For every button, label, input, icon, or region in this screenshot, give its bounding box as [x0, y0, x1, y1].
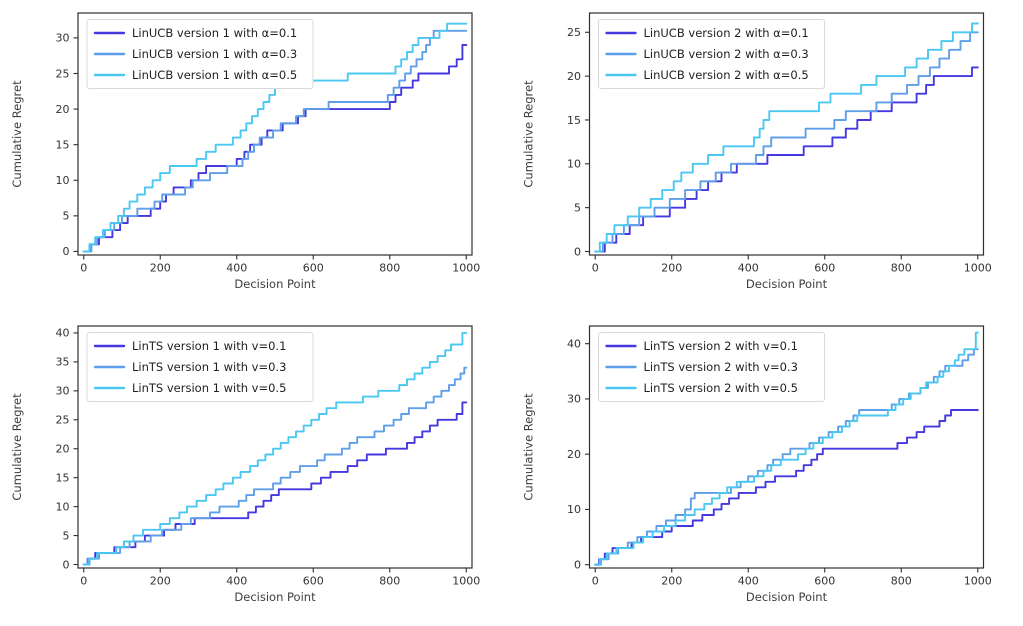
legend-entry-label: LinTS version 1 with v=0.3: [132, 360, 286, 374]
y-tick-label: 20: [567, 448, 581, 461]
legend-box: [598, 332, 825, 402]
y-tick-label: 15: [567, 114, 581, 127]
x-tick-label: 600: [814, 262, 835, 275]
y-tick-label: 0: [574, 558, 581, 571]
x-tick-label: 800: [891, 575, 912, 588]
subplot-linucb-version-2: 0 200 400 600 800 1000 0 5 10 15 20 25 Decision Poin…: [522, 12, 992, 291]
y-tick-label: 40: [56, 327, 70, 340]
y-tick-label: 5: [574, 201, 581, 214]
y-tick-label: 20: [56, 103, 70, 116]
series-line-lints-v1-2: [82, 331, 468, 566]
series-line-linucb-v2-1: [594, 31, 979, 253]
x-tick-label: 400: [226, 575, 247, 588]
x-axis-label: Decision Point: [746, 590, 828, 604]
x-axis-label: Decision Point: [234, 590, 316, 604]
x-tick-label: 200: [150, 262, 171, 275]
axes-spines: [588, 325, 985, 569]
axes-spines: [588, 12, 985, 256]
y-tick-label: 5: [63, 529, 70, 542]
y-tick-label: 10: [567, 158, 581, 171]
series-line-lints-v1-0: [82, 401, 468, 566]
x-tick-label: 1000: [452, 262, 480, 275]
series-line-linucb-v1-1: [82, 29, 468, 253]
y-tick-label: 30: [567, 393, 581, 406]
series-line-linucb-v2-2: [594, 22, 979, 253]
x-tick-label: 1000: [964, 262, 992, 275]
x-tick-label: 800: [379, 575, 400, 588]
legend-box: [86, 332, 314, 402]
x-tick-label: 200: [661, 262, 682, 275]
y-axis-label: Cumulative Regret: [10, 80, 24, 188]
x-tick-label: 200: [661, 575, 682, 588]
legend: LinTS version 1 with v=0.1 LinTS version …: [86, 332, 314, 402]
y-tick-label: 10: [56, 500, 70, 513]
x-tick-label: 0: [592, 262, 599, 275]
x-tick-label: 400: [738, 262, 759, 275]
series-line-linucb-v2-0: [594, 66, 979, 253]
legend-entry-label: LinUCB version 1 with α=0.5: [132, 68, 297, 82]
legend-entry-label: LinUCB version 1 with α=0.3: [132, 47, 297, 61]
x-tick-label: 400: [226, 262, 247, 275]
y-tick-label: 25: [56, 67, 70, 80]
legend-entry-label: LinUCB version 2 with α=0.5: [644, 68, 809, 82]
y-axis-label: Cumulative Regret: [522, 80, 536, 188]
subplot-lints-version-1: 0 200 400 600 800 1000 0 5 10 15 20 25 30 35 40 Decisio…: [10, 325, 480, 604]
legend-entry-label: LinTS version 2 with v=0.5: [644, 381, 798, 395]
y-tick-label: 5: [63, 210, 70, 223]
y-tick-label: 40: [567, 337, 581, 350]
y-tick-label: 25: [567, 26, 581, 39]
y-tick-label: 35: [56, 356, 70, 369]
x-tick-label: 800: [891, 262, 912, 275]
legend: LinTS version 2 with v=0.1 LinTS version …: [598, 332, 825, 402]
y-axis-label: Cumulative Regret: [522, 393, 536, 501]
y-tick-label: 20: [56, 443, 70, 456]
x-tick-label: 0: [80, 262, 87, 275]
y-tick-label: 10: [567, 503, 581, 516]
y-tick-label: 15: [56, 138, 70, 151]
legend-entry-label: LinUCB version 1 with α=0.1: [132, 26, 297, 40]
x-tick-label: 600: [303, 575, 324, 588]
x-tick-label: 600: [303, 262, 324, 275]
series-line-lints-v2-2: [594, 331, 979, 566]
x-tick-label: 0: [80, 575, 87, 588]
x-tick-label: 400: [738, 575, 759, 588]
legend-entry-label: LinTS version 1 with v=0.5: [132, 381, 286, 395]
x-tick-label: 200: [150, 575, 171, 588]
y-tick-label: 25: [56, 414, 70, 427]
y-tick-label: 0: [574, 245, 581, 258]
legend: LinUCB version 2 with α=0.1 LinUCB versio…: [598, 19, 825, 89]
y-tick-label: 0: [63, 245, 70, 258]
axes-spines: [77, 12, 473, 256]
x-tick-label: 1000: [964, 575, 992, 588]
series-line-linucb-v1-2: [82, 22, 468, 253]
x-axis-label: Decision Point: [234, 277, 316, 291]
subplot-lints-version-2: 0 200 400 600 800 1000 0 10 20 30 40 Decision Point…: [522, 325, 992, 604]
subplot-linucb-version-1: 0 200 400 600 800 1000 0 5 10 15 20 25 30 Decision Po…: [10, 12, 480, 291]
x-tick-label: 0: [592, 575, 599, 588]
y-axis-label: Cumulative Regret: [10, 393, 24, 501]
x-tick-label: 800: [379, 262, 400, 275]
legend-box: [86, 19, 314, 89]
y-tick-label: 15: [56, 471, 70, 484]
y-tick-label: 30: [56, 385, 70, 398]
legend-entry-label: LinTS version 2 with v=0.3: [644, 360, 798, 374]
axes-spines: [77, 325, 473, 569]
legend-entry-label: LinTS version 2 with v=0.1: [644, 339, 798, 353]
x-tick-label: 600: [814, 575, 835, 588]
y-tick-label: 30: [56, 32, 70, 45]
legend: LinUCB version 1 with α=0.1 LinUCB versio…: [86, 19, 314, 89]
legend-box: [598, 19, 825, 89]
y-tick-label: 20: [567, 70, 581, 83]
y-tick-label: 10: [56, 174, 70, 187]
series-line-lints-v2-0: [594, 409, 979, 566]
series-line-lints-v1-1: [82, 366, 468, 566]
legend-entry-label: LinUCB version 2 with α=0.1: [644, 26, 809, 40]
legend-entry-label: LinTS version 1 with v=0.1: [132, 339, 286, 353]
legend-entry-label: LinUCB version 2 with α=0.3: [644, 47, 809, 61]
y-tick-label: 0: [63, 558, 70, 571]
x-axis-label: Decision Point: [746, 277, 828, 291]
x-tick-label: 1000: [452, 575, 480, 588]
